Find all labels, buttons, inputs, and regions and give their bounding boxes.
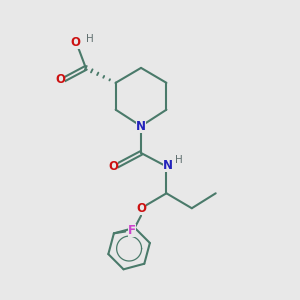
Text: H: H — [175, 155, 183, 165]
Text: O: O — [108, 160, 118, 173]
Text: N: N — [136, 120, 146, 133]
Text: O: O — [56, 73, 65, 86]
Text: H: H — [85, 34, 93, 44]
Text: N: N — [163, 159, 173, 172]
Text: O: O — [70, 36, 80, 49]
Text: O: O — [136, 202, 146, 215]
Text: F: F — [128, 224, 136, 237]
